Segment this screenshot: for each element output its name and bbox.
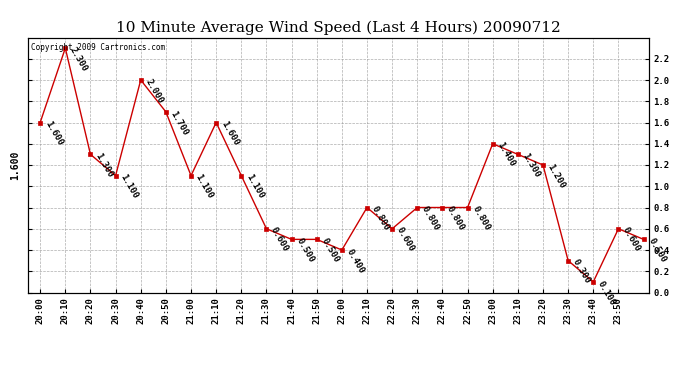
- Text: 0.800: 0.800: [420, 205, 442, 232]
- Text: 0.600: 0.600: [621, 226, 642, 254]
- Text: 0.600: 0.600: [395, 226, 416, 254]
- Text: 0.500: 0.500: [295, 237, 315, 264]
- Text: 1.400: 1.400: [495, 141, 517, 169]
- Text: 1.700: 1.700: [168, 109, 190, 137]
- Text: 1.100: 1.100: [119, 173, 139, 201]
- Text: 0.300: 0.300: [571, 258, 592, 286]
- Text: 0.500: 0.500: [647, 237, 668, 264]
- Text: 1.600: 1.600: [219, 120, 240, 147]
- Text: Copyright 2009 Cartronics.com: Copyright 2009 Cartronics.com: [31, 43, 165, 52]
- Text: 1.300: 1.300: [521, 152, 542, 179]
- Text: 0.600: 0.600: [269, 226, 290, 254]
- Text: 0.400: 0.400: [344, 247, 366, 275]
- Text: 1.600: 1.600: [43, 120, 64, 147]
- Text: 1.100: 1.100: [194, 173, 215, 201]
- Title: 10 Minute Average Wind Speed (Last 4 Hours) 20090712: 10 Minute Average Wind Speed (Last 4 Hou…: [116, 21, 560, 35]
- Text: 0.100: 0.100: [596, 279, 618, 307]
- Text: 0.500: 0.500: [319, 237, 341, 264]
- Text: 1.100: 1.100: [244, 173, 266, 201]
- Y-axis label: 1.600: 1.600: [10, 150, 20, 180]
- Text: 0.800: 0.800: [471, 205, 491, 232]
- Text: 2.000: 2.000: [144, 77, 165, 105]
- Text: 2.300: 2.300: [68, 45, 89, 73]
- Text: 1.300: 1.300: [93, 152, 115, 179]
- Text: 0.800: 0.800: [445, 205, 466, 232]
- Text: 0.800: 0.800: [370, 205, 391, 232]
- Text: 1.200: 1.200: [546, 162, 567, 190]
